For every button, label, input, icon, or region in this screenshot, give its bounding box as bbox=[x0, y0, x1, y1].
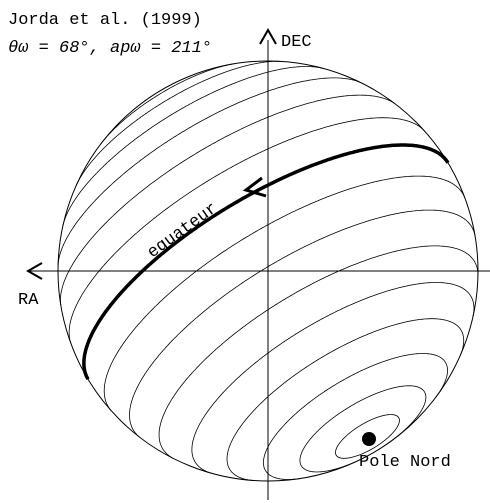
params: θω = 68°, apω = 211° bbox=[8, 39, 212, 58]
latitude-line bbox=[60, 94, 396, 306]
dec-arrow bbox=[259, 27, 277, 45]
latitude-line bbox=[57, 77, 362, 266]
latitude-line bbox=[62, 66, 324, 226]
latitude-line bbox=[76, 60, 282, 185]
ra-arrow bbox=[25, 262, 43, 280]
latitude-line bbox=[191, 282, 475, 474]
ra-label: RA bbox=[18, 291, 39, 310]
latitude-lines bbox=[57, 60, 479, 481]
latitude-line bbox=[158, 245, 479, 459]
dec-label: DEC bbox=[281, 33, 312, 52]
latitude-line bbox=[100, 63, 235, 145]
equator-arrow bbox=[242, 176, 267, 198]
equator-label: equateur bbox=[144, 200, 221, 263]
latitude-line bbox=[335, 414, 400, 459]
title: Jorda et al. (1999) bbox=[8, 11, 202, 30]
pole-label: Pole Nord bbox=[359, 453, 451, 472]
north-pole bbox=[362, 432, 376, 446]
latitude-line bbox=[68, 117, 425, 344]
latitude-line bbox=[129, 209, 476, 438]
equator bbox=[82, 143, 450, 380]
